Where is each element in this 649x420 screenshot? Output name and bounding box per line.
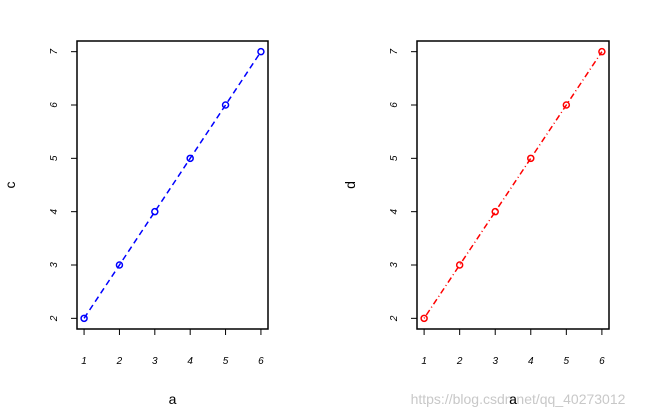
x-tick-label: 6 (599, 356, 605, 367)
y-tick-label: 5 (389, 155, 400, 161)
y-tick-label: 4 (49, 208, 60, 214)
data-point (115, 261, 124, 269)
x-tick-label: 1 (421, 356, 427, 367)
data-line (83, 51, 262, 319)
y-tick-label: 3 (389, 262, 400, 268)
data-point (221, 101, 230, 109)
x-tick-label: 1 (81, 356, 87, 367)
x-tick-label: 4 (528, 356, 534, 367)
data-point (455, 261, 464, 269)
watermark: https://blog.csdn.net/qq_40273012 (411, 391, 626, 407)
x-tick-label: 5 (223, 356, 229, 367)
x-tick-label: 6 (258, 356, 264, 367)
data-point (562, 101, 571, 109)
x-axis-label: a (509, 391, 517, 407)
data-point (527, 154, 535, 163)
data-point (420, 314, 428, 323)
y-tick-label: 3 (49, 262, 60, 268)
x-axis-label: a (169, 391, 177, 407)
data-point (80, 314, 88, 323)
x-tick-label: 4 (187, 356, 193, 367)
y-tick-label: 6 (389, 102, 400, 108)
data-point (257, 47, 265, 56)
x-tick-label: 2 (116, 356, 123, 367)
y-tick-label: 7 (389, 48, 400, 54)
data-point (598, 47, 606, 56)
x-tick-label: 3 (492, 356, 498, 367)
y-tick-label: 5 (49, 155, 60, 161)
x-tick-label: 2 (456, 356, 463, 367)
y-axis-label: d (342, 181, 358, 189)
data-point (151, 207, 159, 216)
y-axis-label: c (2, 182, 18, 189)
y-tick-label: 4 (389, 208, 400, 214)
y-tick-label: 2 (389, 315, 400, 322)
x-tick-label: 3 (152, 356, 158, 367)
y-tick-label: 6 (49, 102, 60, 108)
data-point (491, 207, 499, 216)
x-tick-label: 5 (564, 356, 570, 367)
plot-box (76, 40, 269, 330)
plot-box (416, 40, 610, 330)
data-point (186, 154, 194, 163)
data-line (423, 51, 603, 319)
y-tick-label: 2 (49, 315, 60, 322)
y-tick-label: 7 (49, 48, 60, 54)
